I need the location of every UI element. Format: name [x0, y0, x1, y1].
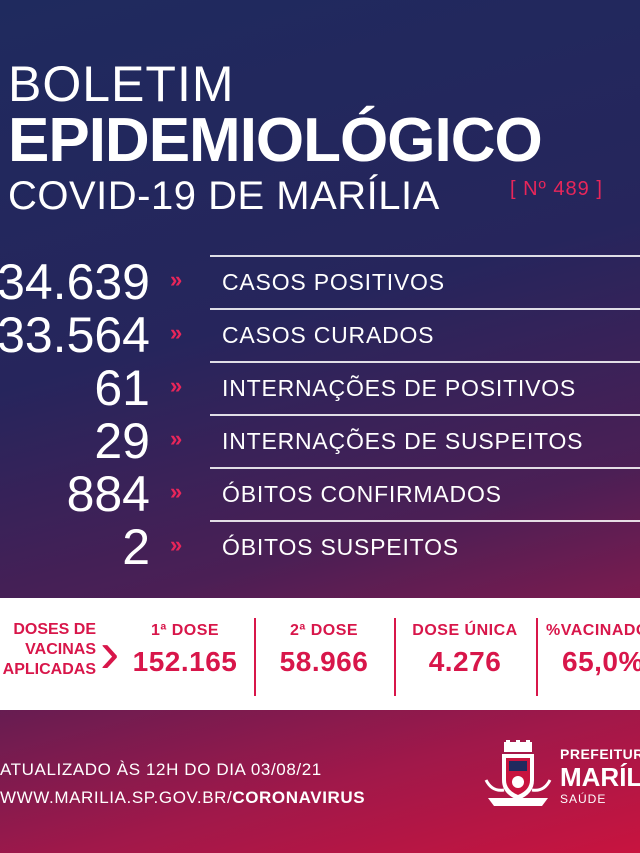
- stat-label: CASOS CURADOS: [222, 322, 435, 348]
- vax-second-dose: 2ª DOSE 58.966: [262, 620, 386, 682]
- vax-label: DOSE ÚNICA: [412, 622, 518, 639]
- stat-divider: [210, 255, 640, 257]
- vax-divider: [254, 618, 256, 696]
- stat-row-deaths-confirmed: 884 » ÓBITOS CONFIRMADOS: [0, 467, 640, 520]
- stat-label: INTERNAÇÕES DE SUSPEITOS: [222, 428, 584, 454]
- org-line-prefeitura: PREFEITURA: [560, 746, 640, 762]
- vax-percent: %VACINADOS 65,0%: [546, 620, 640, 682]
- title-line-covid: COVID-19 DE MARÍLIA: [8, 174, 440, 218]
- vax-value: 4.276: [428, 646, 502, 677]
- stat-value: 29: [94, 413, 150, 469]
- bulletin-number: [ Nº 489 ]: [510, 178, 603, 200]
- vax-value: 152.165: [132, 646, 238, 677]
- vax-value: 58.966: [279, 646, 369, 677]
- double-chevron-icon: »: [170, 479, 183, 504]
- stat-row-positive: 34.639 » CASOS POSITIVOS: [0, 255, 640, 308]
- vaccination-heading-line: APLICADAS: [2, 661, 96, 678]
- website-link[interactable]: WWW.MARILIA.SP.GOV.BR/CORONAVIRUS: [0, 788, 365, 808]
- vaccination-panel: DOSES DE VACINAS APLICADAS › 1ª DOSE 152…: [0, 598, 640, 710]
- stat-value: 61: [94, 360, 150, 416]
- stat-label: INTERNAÇÕES DE POSITIVOS: [222, 375, 577, 401]
- vaccination-heading-line: VACINAS: [25, 641, 96, 658]
- stat-row-hosp-suspect: 29 » INTERNAÇÕES DE SUSPEITOS: [0, 414, 640, 467]
- vaccination-heading-line: DOSES DE: [13, 621, 96, 638]
- stat-value: 34.639: [0, 254, 150, 310]
- url-prefix: WWW.MARILIA.SP.GOV.BR/: [0, 788, 233, 807]
- updated-text: ATUALIZADO ÀS 12H DO DIA 03/08/21: [0, 760, 322, 779]
- vax-divider: [394, 618, 396, 696]
- stats-list: 34.639 » CASOS POSITIVOS 33.564 » CASOS …: [0, 255, 640, 573]
- stat-row-hosp-positive: 61 » INTERNAÇÕES DE POSITIVOS: [0, 361, 640, 414]
- stat-value: 33.564: [0, 307, 150, 363]
- org-line-marilia: MARÍLIA: [560, 762, 640, 792]
- vax-divider: [536, 618, 538, 696]
- stat-label: CASOS POSITIVOS: [222, 269, 445, 295]
- stat-row-deaths-suspect: 2 » ÓBITOS SUSPEITOS: [0, 520, 640, 573]
- vax-label: 1ª DOSE: [150, 622, 220, 639]
- city-hall-logo: PREFEITURA MARÍLIA SAÚDE: [560, 746, 640, 806]
- stat-divider: [210, 520, 640, 522]
- vax-first-dose: 1ª DOSE 152.165: [126, 620, 244, 682]
- stat-divider: [210, 414, 640, 416]
- double-chevron-icon: »: [170, 426, 183, 451]
- stat-divider: [210, 361, 640, 363]
- bulletin-title: BOLETIM EPIDEMIOLÓGICO COVID-19 DE MARÍL…: [8, 56, 543, 218]
- stat-label: ÓBITOS SUSPEITOS: [222, 534, 459, 560]
- vax-single-dose: DOSE ÚNICA 4.276: [402, 620, 528, 682]
- stat-divider: [210, 308, 640, 310]
- double-chevron-icon: »: [170, 532, 183, 557]
- stat-row-cured: 33.564 » CASOS CURADOS: [0, 308, 640, 361]
- double-chevron-icon: »: [170, 373, 183, 398]
- city-crest-icon: [484, 740, 552, 806]
- stat-value: 2: [122, 519, 150, 575]
- double-chevron-icon: »: [170, 320, 183, 345]
- vax-label: 2ª DOSE: [289, 622, 359, 639]
- double-chevron-icon: »: [170, 267, 183, 292]
- stat-label: ÓBITOS CONFIRMADOS: [222, 481, 502, 507]
- url-path: CORONAVIRUS: [232, 788, 366, 807]
- vaccination-heading: DOSES DE VACINAS APLICADAS: [0, 620, 96, 680]
- stat-divider: [210, 467, 640, 469]
- chevron-right-icon: ›: [100, 620, 120, 685]
- stat-value: 884: [66, 466, 150, 522]
- vax-label: %VACINADOS: [546, 622, 640, 639]
- title-line-epidemiologico: EPIDEMIOLÓGICO: [8, 106, 543, 175]
- vax-value: 65,0%: [562, 646, 640, 677]
- title-line-boletim: BOLETIM: [8, 56, 235, 112]
- org-line-saude: SAÚDE: [560, 792, 607, 806]
